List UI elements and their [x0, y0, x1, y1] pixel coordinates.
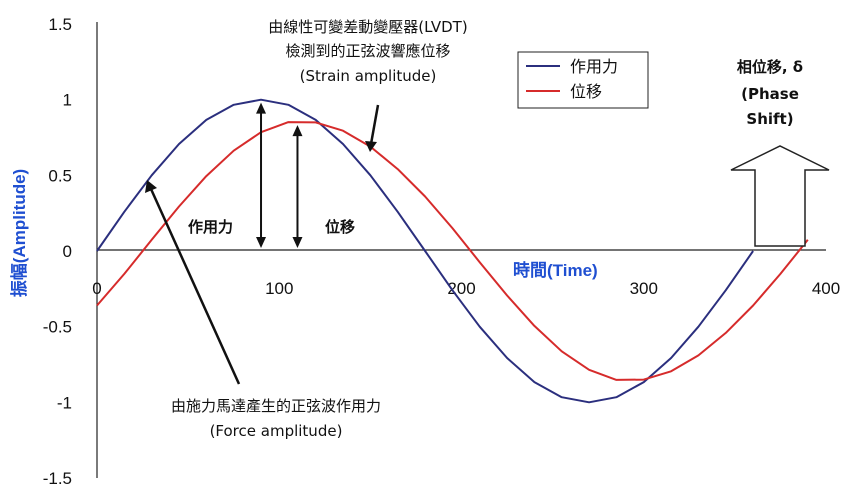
force-annotation-line2: (Force amplitude): [210, 422, 343, 440]
y-tick-label: -0.5: [43, 318, 72, 337]
y-tick-label: -1.5: [43, 469, 72, 488]
phase-shift-label-line3: Shift): [746, 110, 793, 128]
y-tick-labels: 1.5 1 0.5 0 -0.5 -1 -1.5: [43, 15, 72, 488]
force-amplitude-arrow-head: [256, 102, 267, 114]
displacement-arrow-label: 位移: [325, 218, 355, 236]
phase-shift-label-line2: (Phase: [741, 85, 799, 103]
force-amplitude-arrow-head: [256, 237, 267, 248]
force-arrow-label: 作用力: [188, 218, 233, 236]
lvdt-pointer-arrow: [369, 104, 380, 145]
lvdt-pointer-head: [365, 141, 377, 152]
phase-shift-hollow-arrow: [730, 145, 830, 247]
legend-box: [517, 51, 649, 109]
displacement-amplitude-arrow-head: [292, 125, 303, 137]
y-axis-title: 振幅(Amplitude): [9, 169, 29, 297]
force-annotation-line1: 由施力馬達產生的正弦波作用力: [171, 397, 381, 415]
lvdt-annotation-line1: 由線性可變差動變壓器(LVDT): [268, 18, 467, 36]
amplitude-arrows: [256, 102, 303, 248]
x-tick-label: 300: [630, 279, 658, 298]
y-tick-label: 1.5: [48, 15, 72, 34]
series-line-force: [96, 98, 754, 404]
force-pointer-arrow: [149, 188, 241, 385]
y-tick-label: -1: [57, 393, 72, 412]
legend-label-displacement: 位移: [570, 82, 602, 101]
x-tick-label: 0: [92, 279, 101, 298]
lvdt-annotation-line2: 檢測到的正弦波響應位移: [285, 42, 450, 60]
x-axis-title: 時間(Time): [513, 260, 598, 280]
series-layer: [96, 98, 809, 404]
series-line-displacement: [96, 121, 809, 381]
lvdt-annotation-line3: (Strain amplitude): [300, 67, 437, 85]
x-tick-label: 100: [265, 279, 293, 298]
displacement-amplitude-arrow-head: [292, 237, 303, 248]
y-tick-label: 1: [63, 91, 72, 110]
y-tick-label: 0: [63, 242, 72, 261]
force-pointer-head: [145, 180, 157, 193]
x-tick-label: 400: [812, 279, 840, 298]
legend: 作用力 位移: [517, 51, 649, 109]
phase-shift-label-line1: 相位移, δ: [737, 58, 803, 76]
y-tick-label: 0.5: [48, 166, 72, 185]
legend-label-force: 作用力: [570, 57, 618, 76]
